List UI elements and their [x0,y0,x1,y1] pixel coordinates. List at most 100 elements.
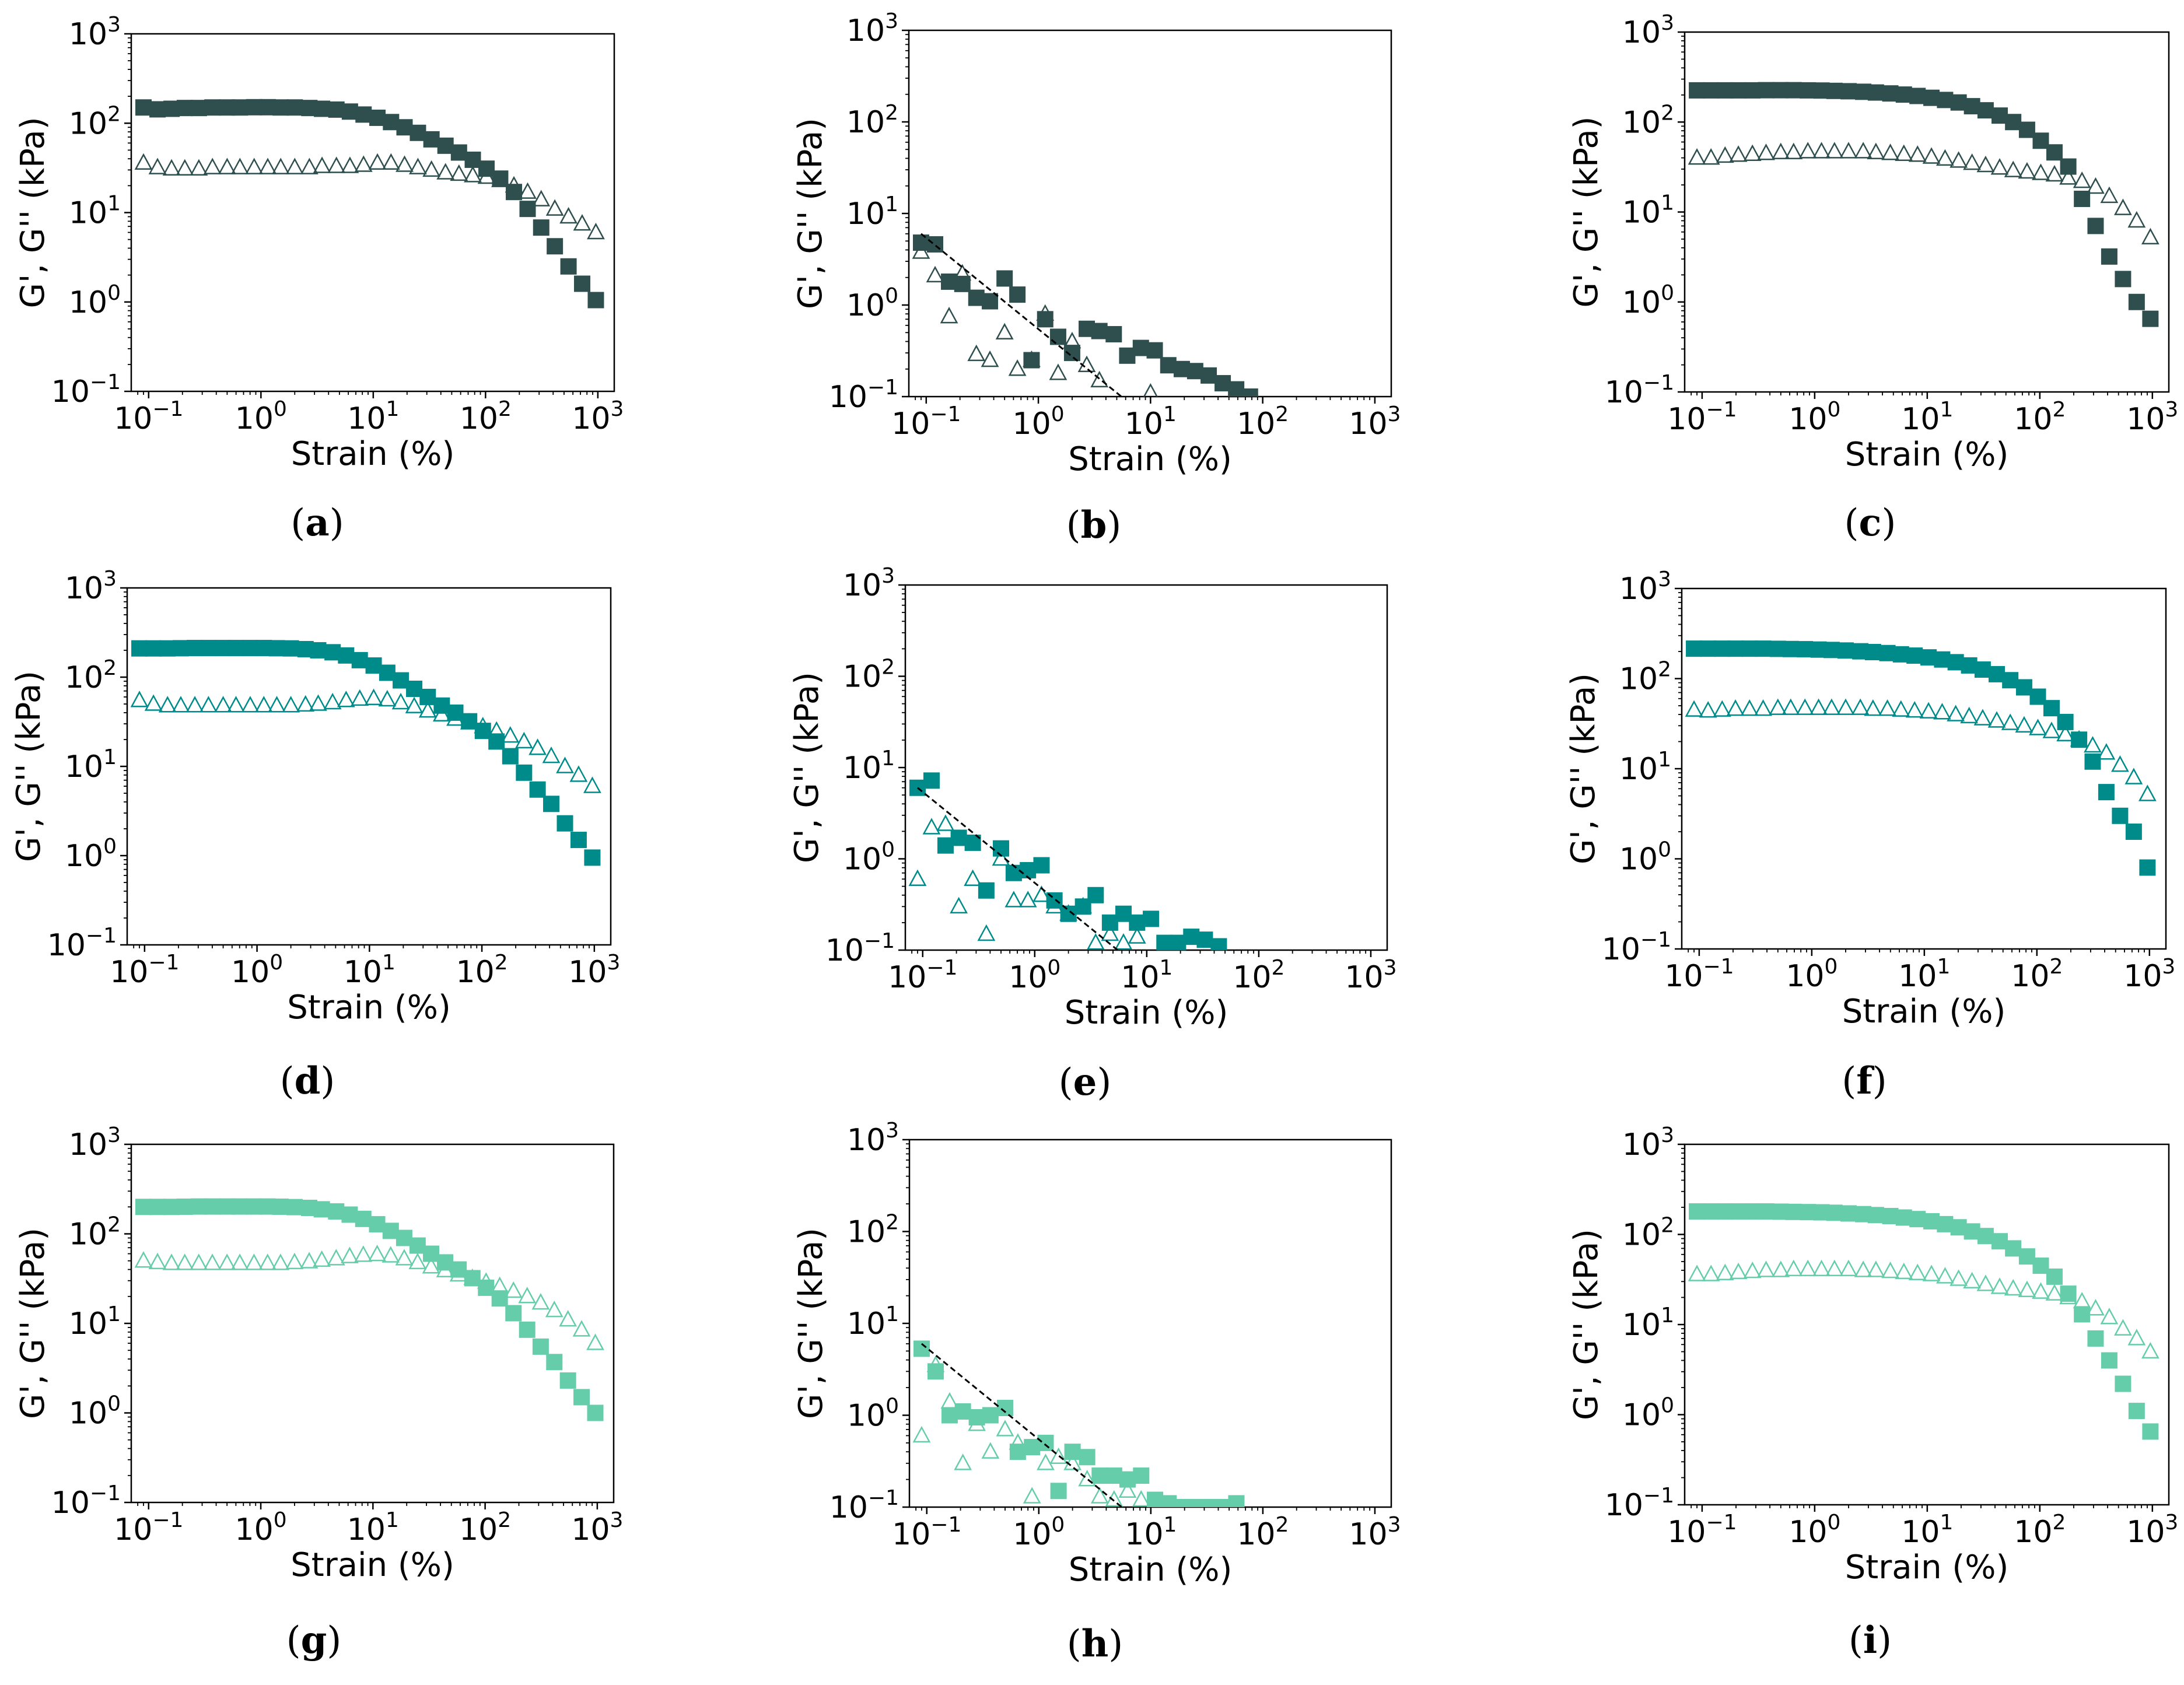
g-prime-point [1187,1499,1204,1507]
g-prime-point [1686,640,1703,657]
plot-frame [908,1138,1392,1508]
y-tick-label: 102 [1619,658,1671,697]
g-prime-point [1200,367,1217,384]
g-prime-point [1689,82,1706,99]
g-double-prime-point [953,264,972,281]
g-prime-point [1909,1211,1926,1228]
g-double-prime-point [1936,149,1954,166]
g-double-prime-point [176,1253,194,1270]
g-double-prime-point [1905,700,1924,718]
g-double-prime-point [559,1310,578,1327]
y-tick-label: 101 [1622,1304,1674,1343]
y-tick-label: 100 [1619,838,1671,877]
g-prime-point [2032,132,2049,149]
g-prime-point [272,99,289,116]
g-prime-point [1730,82,1747,99]
x-tick-label: 103 [1345,956,1396,995]
g-double-prime-point [268,696,286,713]
panel-caption: (h) [1067,1622,1123,1666]
g-prime-point [1228,1495,1245,1507]
g-double-prime-point [1702,1264,1720,1281]
g-prime-point [1800,82,1817,99]
g-prime-point [2115,271,2132,288]
g-double-prime-point [2004,1278,2022,1296]
y-axis-label: G', G'' (kPa) [14,117,52,308]
x-tick-label: 100 [1013,1513,1065,1552]
g-double-prime-point [2004,160,2022,177]
g-prime-point [242,640,258,657]
x-axis-label: Strain (%) [1069,1551,1233,1589]
x-tick-label: 102 [456,951,508,990]
y-tick-label: 103 [69,13,121,52]
g-double-prime-point [542,746,561,763]
g-double-prime-point [300,1252,318,1269]
g-prime-point [2087,218,2104,234]
g-prime-point [982,293,999,310]
g-prime-point [135,99,152,116]
y-tick-label: 101 [843,747,895,786]
g-prime-point [1837,642,1854,659]
x-tick-label: 102 [459,1508,511,1547]
g-double-prime-point [487,721,506,738]
g-prime-point [1009,1444,1026,1460]
g-double-prime-point [532,190,551,206]
x-tick-label: 103 [572,397,624,436]
g-double-prime-point [2087,1299,2105,1316]
g-prime-point [2046,1268,2063,1285]
chart-panel-h: 10−1 100 101 102 103 10−1 100 101 102 103 Strain (… [792,1119,1401,1666]
g-double-prime-point [996,1420,1014,1437]
panel-caption: (e) [1059,1060,1112,1104]
x-tick-label: 102 [460,397,512,436]
g-double-prime-point [912,1425,931,1443]
y-axis-label: G', G'' (kPa) [10,671,48,862]
g-prime-point [1146,342,1163,359]
g-double-prime-point [940,306,958,324]
g-prime-point [1064,1444,1081,1460]
g-double-prime-point [218,1253,236,1270]
g-prime-point [1785,82,1802,99]
g-double-prime-point [1864,699,1882,716]
g-double-prime-point [1881,1262,1899,1278]
y-tick-label: 103 [1622,1123,1674,1162]
data-marks [134,1198,604,1421]
g-double-prime-point [531,1293,550,1310]
g-double-prime-point [908,869,927,886]
g-double-prime-point [186,696,204,713]
y-tick-label: 10−1 [47,924,117,963]
g-prime-point [272,1198,289,1215]
x-axis-label: Strain (%) [1065,994,1228,1032]
g-prime-point [1200,1499,1217,1507]
g-double-prime-point [1740,699,1759,716]
g-prime-point [1826,82,1843,99]
g-prime-point [1091,323,1108,339]
g-double-prime-point [2032,1282,2050,1299]
fit-line [917,787,1118,950]
g-double-prime-point [992,849,1010,866]
g-double-prime-point [148,1252,167,1270]
g-double-prime-point [418,701,437,718]
g-prime-point [2101,248,2118,265]
g-prime-point [533,219,550,236]
g-double-prime-point [1784,142,1803,160]
panel-caption: (i) [1849,1619,1892,1662]
g-double-prime-point [1074,896,1093,914]
g-double-prime-point [436,1260,454,1278]
g-prime-point [1105,326,1122,343]
g-double-prime-point [2127,211,2146,228]
g-prime-point [204,1198,221,1215]
g-prime-point [1909,87,1926,104]
g-prime-point [1241,388,1258,397]
g-prime-point [447,704,464,721]
g-prime-point [1700,640,1717,657]
g-double-prime-point [505,176,523,193]
g-prime-point [1087,887,1104,903]
g-prime-point [268,640,285,657]
g-prime-point [1906,647,1923,664]
g-double-prime-point [491,170,509,187]
g-double-prime-point [1019,891,1037,908]
chart-panel-i: 10−1 100 101 102 103 10−1 100 101 102 103 Strain (… [1567,1123,2178,1662]
g-double-prime-point [1895,144,1913,161]
g-double-prime-point [940,1392,959,1409]
g-double-prime-point [450,164,468,181]
g-double-prime-point [2113,198,2132,215]
